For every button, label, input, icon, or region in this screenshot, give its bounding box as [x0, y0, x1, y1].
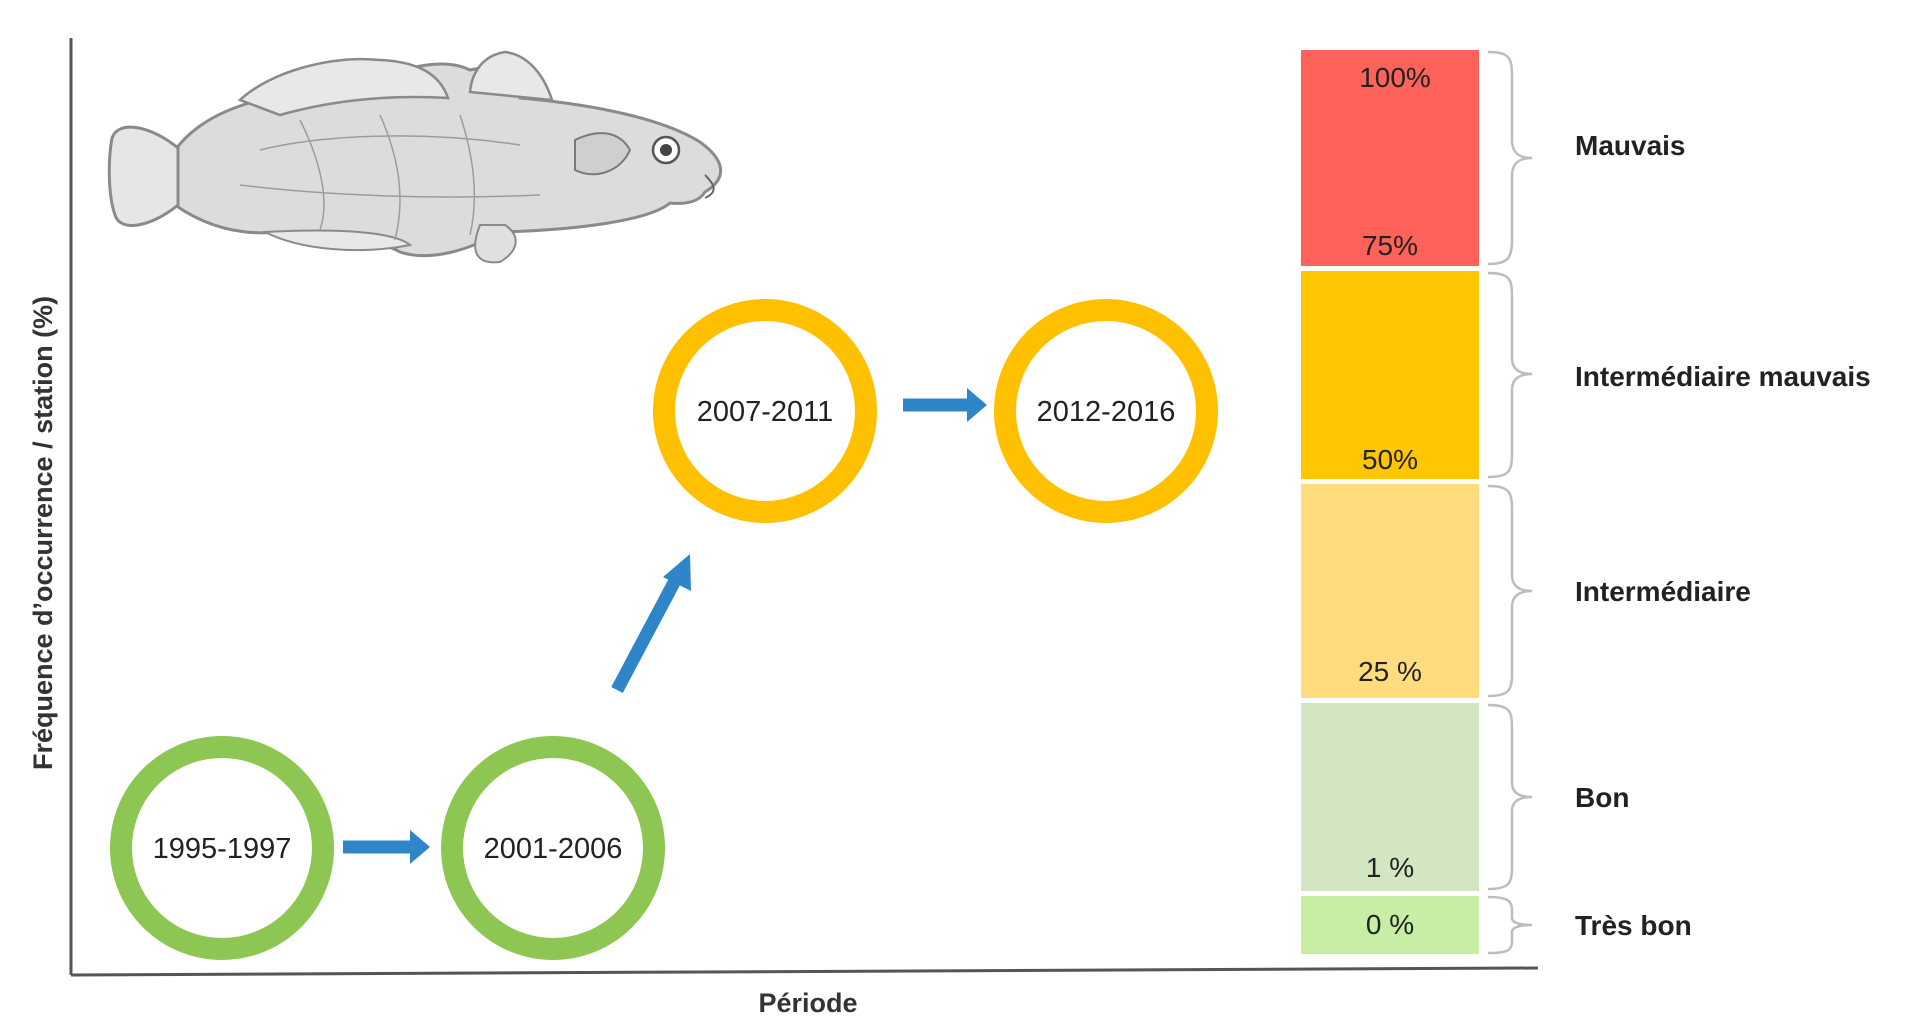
period-node: 2012-2016: [994, 299, 1218, 523]
period-node: 2007-2011: [653, 299, 877, 523]
arrow-head-1: [410, 830, 430, 864]
category-label-intermediaire-mauvais: Intermédiaire mauvais: [1575, 361, 1871, 392]
brace-bon: [1487, 703, 1533, 891]
period-label-2012-2016: 2012-2016: [1037, 396, 1176, 428]
brace-tres-bon: [1487, 895, 1533, 955]
scale-label-75: 75%: [1362, 230, 1418, 261]
scale-band-bon: [1301, 703, 1479, 891]
arrow-head-2: [663, 554, 691, 591]
brace-mauvais: [1487, 50, 1533, 266]
status-scale: 100% 75% 50% 25 % 1 % 0 %: [1301, 50, 1479, 954]
scale-band-tres-bon: [1301, 896, 1479, 954]
goby-fish-illustration: [107, 50, 723, 264]
brace-intermediaire-mauvais: [1487, 271, 1533, 479]
category-label-tres-bon: Très bon: [1575, 910, 1692, 941]
scale-band-intermediaire-mauvais: [1301, 271, 1479, 479]
y-axis-label: Fréquence d’occurrence / station (%): [28, 296, 58, 770]
category-labels: Mauvais Intermédiaire mauvais Intermédia…: [1575, 130, 1871, 941]
scale-label-50: 50%: [1362, 444, 1418, 475]
x-axis-label: Période: [758, 988, 857, 1018]
period-label-1995-1997: 1995-1997: [153, 833, 292, 865]
period-ring-2007-2011: [653, 299, 877, 523]
scale-label-1: 1 %: [1366, 852, 1414, 883]
category-braces: [1487, 50, 1533, 955]
period-ring-1995-1997: [110, 736, 334, 960]
arrow-2001-to-2007: [611, 571, 684, 694]
scale-label-100: 100%: [1359, 62, 1431, 93]
period-ring-2001-2006: [441, 736, 665, 960]
brace-intermediaire: [1487, 484, 1533, 698]
period-node: 1995-1997: [110, 736, 334, 960]
period-label-2001-2006: 2001-2006: [484, 833, 623, 865]
scale-label-0: 0 %: [1366, 909, 1414, 940]
category-label-mauvais: Mauvais: [1575, 130, 1686, 161]
scale-band-mauvais: [1301, 50, 1479, 266]
x-axis: [70, 966, 1539, 977]
scale-label-25: 25 %: [1358, 656, 1422, 687]
scale-band-intermediaire: [1301, 484, 1479, 698]
arrow-head-3: [967, 388, 987, 422]
category-label-bon: Bon: [1575, 782, 1629, 813]
category-label-intermediaire: Intermédiaire: [1575, 576, 1751, 607]
arrows: [343, 388, 987, 864]
period-ring-2012-2016: [994, 299, 1218, 523]
period-label-2007-2011: 2007-2011: [697, 396, 834, 428]
period-node: 2001-2006: [441, 736, 665, 960]
